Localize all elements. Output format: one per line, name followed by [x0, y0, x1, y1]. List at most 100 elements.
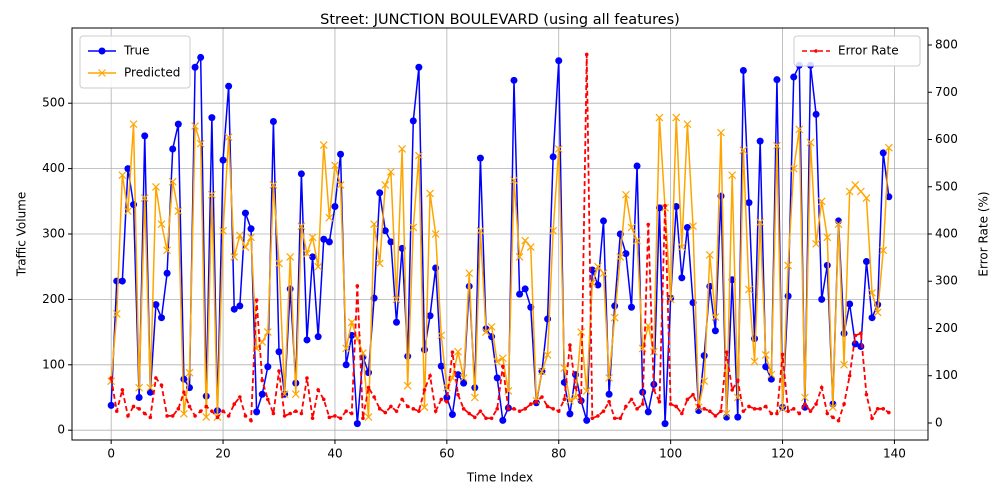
point — [741, 409, 746, 413]
point — [225, 82, 233, 90]
point — [411, 407, 416, 411]
point — [266, 397, 270, 402]
point — [649, 347, 658, 356]
point — [590, 416, 595, 421]
point — [392, 318, 400, 326]
point — [460, 379, 468, 387]
point — [818, 295, 826, 303]
point — [297, 222, 306, 231]
point — [297, 170, 305, 178]
point — [443, 393, 451, 401]
point — [448, 410, 456, 418]
point — [210, 409, 214, 413]
legend-box — [79, 35, 191, 89]
point — [163, 246, 172, 255]
point — [745, 199, 753, 207]
point — [605, 390, 613, 398]
point — [263, 328, 272, 337]
point — [141, 132, 149, 140]
point — [644, 408, 652, 416]
point — [325, 238, 333, 246]
point — [616, 252, 625, 261]
line — [110, 117, 890, 418]
point — [403, 381, 412, 390]
point — [151, 182, 160, 191]
point — [678, 274, 686, 282]
point — [577, 328, 586, 337]
point — [168, 177, 177, 186]
point — [834, 220, 843, 229]
point — [154, 376, 158, 380]
point — [635, 407, 639, 411]
point — [621, 190, 630, 199]
point — [797, 411, 802, 416]
point — [885, 193, 893, 201]
point — [784, 292, 792, 300]
point — [342, 361, 350, 369]
point — [269, 181, 278, 189]
point — [459, 373, 468, 382]
point — [657, 399, 662, 404]
point — [437, 362, 445, 370]
point — [417, 409, 421, 413]
point — [389, 404, 393, 409]
plot-frame — [71, 27, 929, 441]
point — [159, 383, 164, 387]
point — [528, 402, 533, 406]
point — [817, 197, 826, 206]
point — [700, 377, 709, 386]
point — [109, 376, 113, 380]
point — [873, 308, 882, 317]
point — [545, 404, 550, 409]
y2-axis-label: Error Rate (%) — [977, 191, 991, 276]
point — [579, 399, 583, 404]
point — [624, 404, 628, 409]
point — [314, 333, 322, 341]
point — [767, 370, 776, 379]
point — [426, 189, 434, 198]
point — [282, 414, 287, 418]
point — [836, 418, 841, 423]
point — [526, 243, 535, 252]
point — [325, 213, 334, 222]
point — [705, 251, 714, 259]
legend-marker — [814, 49, 818, 53]
point — [258, 390, 266, 398]
point — [236, 302, 244, 310]
point — [118, 171, 127, 180]
point — [711, 327, 719, 335]
point — [337, 150, 345, 158]
point — [775, 411, 779, 416]
point — [778, 404, 787, 413]
point — [655, 113, 664, 122]
point — [196, 139, 205, 148]
x-tick-label: 80 — [551, 447, 566, 461]
point — [386, 167, 395, 176]
point — [566, 396, 574, 405]
point — [680, 411, 684, 416]
point — [135, 393, 143, 401]
point — [846, 300, 854, 308]
point — [238, 395, 242, 399]
point — [599, 269, 608, 278]
point — [247, 233, 255, 242]
point — [499, 416, 507, 424]
y-tick-label: 200 — [42, 292, 65, 306]
point — [808, 409, 813, 413]
point — [476, 226, 485, 235]
chart-title: Street: JUNCTION BOULEVARD (using all fe… — [320, 12, 680, 28]
point — [756, 137, 764, 145]
point — [316, 388, 320, 392]
point — [364, 413, 373, 422]
point — [780, 352, 785, 357]
point — [847, 373, 852, 378]
point — [795, 125, 804, 134]
point — [420, 403, 429, 412]
point — [169, 145, 177, 153]
y2-tick-label: 700 — [935, 85, 958, 99]
point — [823, 261, 831, 269]
point — [314, 262, 323, 271]
point — [148, 415, 153, 420]
point — [198, 409, 203, 413]
